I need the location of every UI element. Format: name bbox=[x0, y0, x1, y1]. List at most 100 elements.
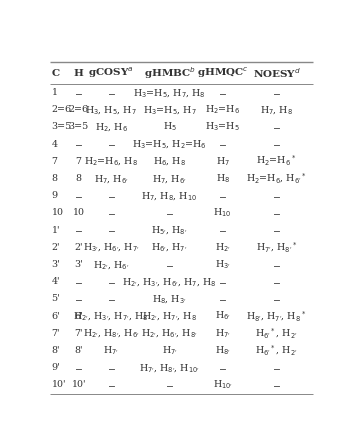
Text: H$_7$, H$_{6'}$: H$_7$, H$_{6'}$ bbox=[152, 172, 187, 185]
Text: 7': 7' bbox=[51, 329, 60, 338]
Text: 3=5: 3=5 bbox=[69, 122, 89, 131]
Text: H$_{6'}$: H$_{6'}$ bbox=[215, 310, 231, 323]
Text: 4: 4 bbox=[51, 140, 58, 149]
Text: 1: 1 bbox=[51, 88, 58, 97]
Text: 2=6: 2=6 bbox=[69, 105, 89, 114]
Text: H$_2$=H$_6$, H$_{6'}$$^*$: H$_2$=H$_6$, H$_{6'}$$^*$ bbox=[246, 172, 307, 185]
Text: 4': 4' bbox=[51, 277, 60, 286]
Text: $-$: $-$ bbox=[272, 380, 281, 389]
Text: $-$: $-$ bbox=[74, 294, 83, 303]
Text: $-$: $-$ bbox=[74, 277, 83, 286]
Text: $-$: $-$ bbox=[218, 191, 227, 200]
Text: H$_7$, H$_8$, H$_{10}$: H$_7$, H$_8$, H$_{10}$ bbox=[141, 190, 198, 202]
Text: $-$: $-$ bbox=[107, 294, 116, 303]
Text: $-$: $-$ bbox=[272, 122, 281, 131]
Text: 1': 1' bbox=[51, 226, 60, 235]
Text: H$_{7'}$, H$_{8'}$, H$_{10'}$: H$_{7'}$, H$_{8'}$, H$_{10'}$ bbox=[139, 362, 200, 374]
Text: $-$: $-$ bbox=[107, 191, 116, 200]
Text: H$_7$, H$_8$: H$_7$, H$_8$ bbox=[260, 104, 293, 116]
Text: 8: 8 bbox=[76, 174, 82, 183]
Text: 10': 10' bbox=[51, 380, 66, 389]
Text: $-$: $-$ bbox=[107, 277, 116, 286]
Text: H$_7$: H$_7$ bbox=[216, 155, 230, 168]
Text: 8': 8' bbox=[74, 346, 83, 355]
Text: $-$: $-$ bbox=[107, 226, 116, 235]
Text: H$_{6'}$$^*$, H$_{2'}$: H$_{6'}$$^*$, H$_{2'}$ bbox=[255, 344, 298, 358]
Text: $-$: $-$ bbox=[272, 226, 281, 235]
Text: H$_7$, H$_{6'}$: H$_7$, H$_{6'}$ bbox=[94, 172, 128, 185]
Text: 2': 2' bbox=[74, 243, 83, 252]
Text: gHMQC$^c$: gHMQC$^c$ bbox=[197, 66, 248, 80]
Text: H$_3$, H$_5$, H$_7$: H$_3$, H$_5$, H$_7$ bbox=[85, 104, 137, 116]
Text: 7: 7 bbox=[51, 157, 58, 166]
Text: $-$: $-$ bbox=[107, 88, 116, 97]
Text: H$_{3'}$, H$_{6'}$, H$_{7'}$: H$_{3'}$, H$_{6'}$, H$_{7'}$ bbox=[83, 241, 140, 253]
Text: 7': 7' bbox=[74, 329, 83, 338]
Text: H$_{6'}$, H$_{7'}$: H$_{6'}$, H$_{7'}$ bbox=[151, 241, 188, 253]
Text: H$_3$=H$_5$, H$_7$, H$_8$: H$_3$=H$_5$, H$_7$, H$_8$ bbox=[133, 86, 206, 99]
Text: 9: 9 bbox=[51, 191, 58, 200]
Text: $-$: $-$ bbox=[107, 208, 116, 217]
Text: 10: 10 bbox=[51, 208, 64, 217]
Text: $-$: $-$ bbox=[218, 277, 227, 286]
Text: 3=5: 3=5 bbox=[51, 122, 72, 131]
Text: $-$: $-$ bbox=[74, 88, 83, 97]
Text: H$_8$: H$_8$ bbox=[216, 172, 230, 185]
Text: $-$: $-$ bbox=[107, 363, 116, 372]
Text: H$_2$=H$_6$$^*$: H$_2$=H$_6$$^*$ bbox=[257, 154, 297, 168]
Text: $-$: $-$ bbox=[218, 363, 227, 372]
Text: $-$: $-$ bbox=[74, 363, 83, 372]
Text: gHMBC$^b$: gHMBC$^b$ bbox=[143, 65, 195, 81]
Text: $-$: $-$ bbox=[74, 191, 83, 200]
Text: 7: 7 bbox=[76, 157, 82, 166]
Text: H$_{7'}$, H$_{8'}$$^*$: H$_{7'}$, H$_{8'}$$^*$ bbox=[256, 241, 297, 254]
Text: $-$: $-$ bbox=[272, 260, 281, 269]
Text: H$_8$, H$_{3'}$: H$_8$, H$_{3'}$ bbox=[152, 293, 187, 305]
Text: $-$: $-$ bbox=[107, 140, 116, 149]
Text: H$_3$=H$_5$, H$_7$: H$_3$=H$_5$, H$_7$ bbox=[143, 104, 196, 116]
Text: $-$: $-$ bbox=[272, 140, 281, 149]
Text: $-$: $-$ bbox=[272, 208, 281, 217]
Text: 8': 8' bbox=[51, 346, 60, 355]
Text: H$_{2'}$, H$_{8'}$, H$_{6'}$: H$_{2'}$, H$_{8'}$, H$_{6'}$ bbox=[83, 327, 140, 339]
Text: $-$: $-$ bbox=[272, 363, 281, 372]
Text: gCOSY$^a$: gCOSY$^a$ bbox=[88, 66, 134, 80]
Text: H$_{2'}$, H$_{3'}$, H$_{6'}$, H$_7$, H$_8$: H$_{2'}$, H$_{3'}$, H$_{6'}$, H$_7$, H$_… bbox=[122, 276, 217, 288]
Text: H$_{2'}$, H$_{7'}$, H$_8$: H$_{2'}$, H$_{7'}$, H$_8$ bbox=[142, 310, 197, 322]
Text: 5': 5' bbox=[51, 294, 60, 303]
Text: H$_3$=H$_5$: H$_3$=H$_5$ bbox=[205, 121, 240, 133]
Text: $-$: $-$ bbox=[218, 226, 227, 235]
Text: H$_{2'}$, H$_{6'}$: H$_{2'}$, H$_{6'}$ bbox=[93, 258, 129, 271]
Text: 2': 2' bbox=[51, 243, 60, 252]
Text: $-$: $-$ bbox=[272, 294, 281, 303]
Text: H$_{10}$: H$_{10}$ bbox=[214, 207, 232, 219]
Text: H$_{6'}$$^*$, H$_{2'}$: H$_{6'}$$^*$, H$_{2'}$ bbox=[255, 327, 298, 340]
Text: H$_{7'}$: H$_{7'}$ bbox=[215, 327, 231, 340]
Text: 10: 10 bbox=[73, 208, 85, 217]
Text: $-$: $-$ bbox=[74, 226, 83, 235]
Text: H$_{7'}$: H$_{7'}$ bbox=[103, 345, 119, 357]
Text: H$_{2'}$, H$_{3'}$, H$_{7'}$, H$_8$: H$_{2'}$, H$_{3'}$, H$_{7'}$, H$_8$ bbox=[73, 310, 149, 322]
Text: $-$: $-$ bbox=[165, 208, 174, 217]
Text: 3': 3' bbox=[51, 260, 60, 269]
Text: 8: 8 bbox=[51, 174, 58, 183]
Text: 6': 6' bbox=[51, 312, 60, 321]
Text: 2=6: 2=6 bbox=[51, 105, 72, 114]
Text: 6': 6' bbox=[74, 312, 83, 321]
Text: 10': 10' bbox=[72, 380, 86, 389]
Text: H$_{10'}$: H$_{10'}$ bbox=[213, 379, 233, 391]
Text: NOESY$^d$: NOESY$^d$ bbox=[253, 66, 300, 80]
Text: H$_2$, H$_6$: H$_2$, H$_6$ bbox=[95, 121, 128, 133]
Text: H$_5$: H$_5$ bbox=[163, 121, 177, 133]
Text: $-$: $-$ bbox=[218, 140, 227, 149]
Text: $-$: $-$ bbox=[272, 88, 281, 97]
Text: $-$: $-$ bbox=[218, 88, 227, 97]
Text: $-$: $-$ bbox=[165, 380, 174, 389]
Text: $-$: $-$ bbox=[272, 277, 281, 286]
Text: H$_{5'}$, H$_{8'}$: H$_{5'}$, H$_{8'}$ bbox=[151, 224, 188, 236]
Text: H$_2$=H$_6$: H$_2$=H$_6$ bbox=[205, 103, 240, 116]
Text: $-$: $-$ bbox=[107, 380, 116, 389]
Text: $-$: $-$ bbox=[218, 294, 227, 303]
Text: 3': 3' bbox=[74, 260, 83, 269]
Text: H$_{7'}$: H$_{7'}$ bbox=[162, 345, 177, 357]
